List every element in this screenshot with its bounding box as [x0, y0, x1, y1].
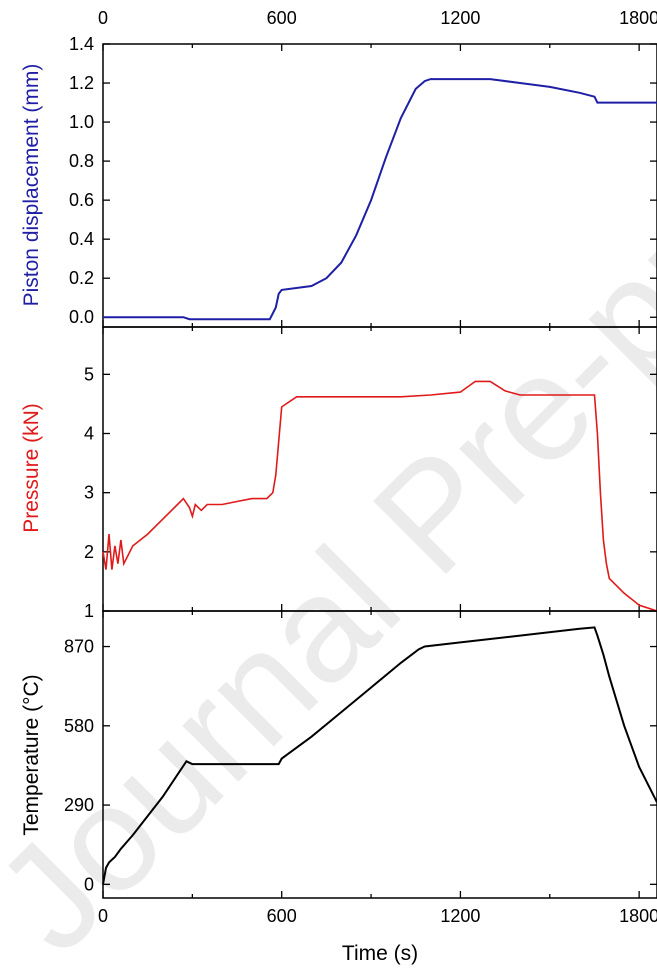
y-tick-label: 1.2: [69, 73, 94, 93]
y-tick-label: 870: [64, 637, 94, 657]
y-tick-label: 580: [64, 716, 94, 736]
x-tick-label: 1800: [619, 906, 657, 926]
watermark: Journal Pre-proof: [0, 44, 657, 978]
temperature-series-line: [102, 626, 657, 885]
y-tick-label: 0.6: [69, 190, 94, 210]
x-tick-label-top: 1800: [619, 8, 657, 28]
y-tick-label: 0.4: [69, 229, 94, 249]
y-tick-label: 290: [64, 795, 94, 815]
displacement-series-line: [103, 78, 657, 321]
y-tick-label: 5: [84, 364, 94, 384]
y-tick-label: 3: [84, 483, 94, 503]
x-tick-label-top: 0: [98, 8, 108, 28]
bottom-x-tick-labels: 0 600 1200 1800: [98, 906, 657, 926]
y-tick-label: 0: [84, 874, 94, 894]
temperature-y-axis-label: Temperature (°C): [20, 674, 43, 835]
y-tick-label: 1.0: [69, 112, 94, 132]
y-tick-label: 2: [84, 542, 94, 562]
panel-temperature: 0 290 580 870 Temperature (°C): [20, 610, 657, 899]
panel-displacement: 0.0 0.2 0.4 0.6 0.8 1.0 1.2 1.4 Piston displace…: [20, 34, 657, 328]
temperature-ticks: 0 290 580 870: [64, 611, 657, 898]
x-tick-label-top: 1200: [440, 8, 480, 28]
displacement-y-axis-label: Piston displacement (mm): [20, 64, 43, 307]
y-tick-label: 0.2: [69, 268, 94, 288]
top-x-tick-labels: 0 600 1200 1800: [98, 8, 657, 28]
y-tick-label: 0.8: [69, 151, 94, 171]
y-tick-label: 4: [84, 424, 94, 444]
pressure-ticks: 1 2 3 4 5: [84, 327, 657, 621]
x-tick-label: 0: [98, 906, 108, 926]
y-tick-label: 1.4: [69, 34, 94, 54]
x-tick-label: 600: [267, 906, 297, 926]
x-tick-label: 1200: [440, 906, 480, 926]
panel-temperature-frame: [102, 610, 657, 899]
displacement-ticks: 0.0 0.2 0.4 0.6 0.8 1.0 1.2 1.4: [69, 34, 657, 327]
x-tick-label-top: 600: [267, 8, 297, 28]
pressure-series-line: [102, 380, 657, 612]
x-axis-label: Time (s): [342, 942, 418, 965]
y-tick-label: 1: [84, 601, 94, 621]
y-tick-label: 0.0: [69, 307, 94, 327]
pressure-y-axis-label: Pressure (kN): [20, 403, 43, 533]
